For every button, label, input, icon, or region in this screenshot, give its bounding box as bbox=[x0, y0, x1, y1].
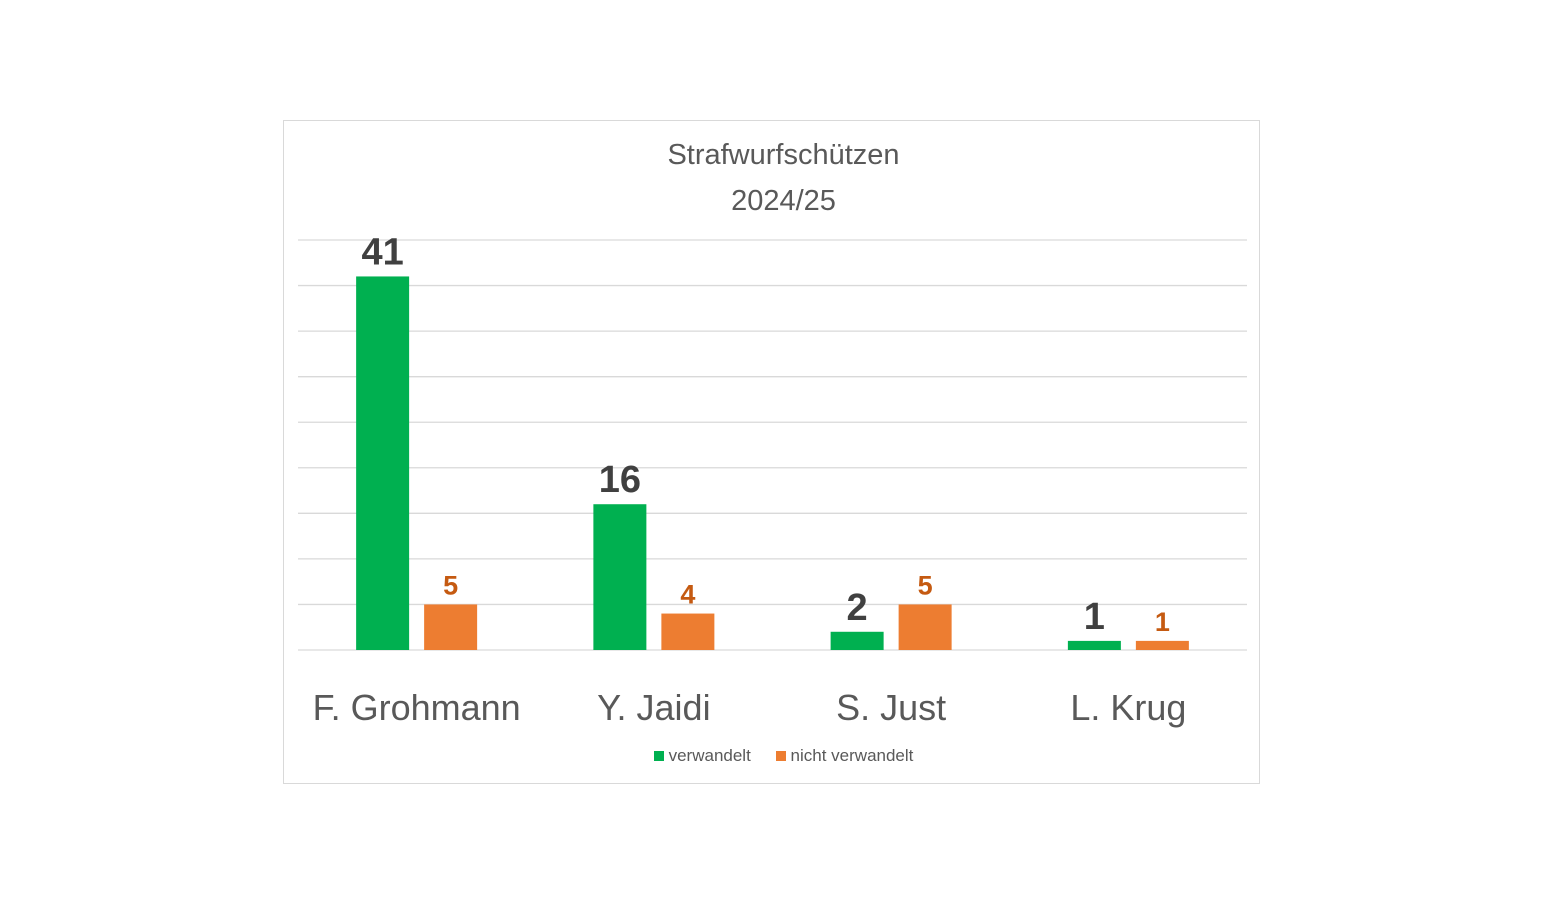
bar-verwandelt bbox=[1067, 640, 1121, 650]
data-label: 41 bbox=[361, 231, 403, 273]
bar-nicht-verwandelt bbox=[1135, 640, 1189, 650]
bar-nicht-verwandelt bbox=[424, 604, 478, 650]
chart-subtitle: 2024/25 bbox=[731, 185, 836, 217]
data-label: 5 bbox=[918, 570, 933, 600]
legend-item-nicht-verwandelt: nicht verwandelt bbox=[775, 746, 914, 766]
legend-swatch-orange bbox=[775, 751, 786, 761]
chart-title: Strafwurfschützen bbox=[667, 139, 900, 171]
category-label: F. Grohmann bbox=[313, 687, 521, 728]
category-label: L. Krug bbox=[1070, 687, 1186, 728]
data-label: 5 bbox=[443, 570, 458, 600]
legend-swatch-green bbox=[653, 751, 664, 761]
data-label: 16 bbox=[599, 459, 641, 501]
chart-frame bbox=[283, 120, 1260, 784]
legend-label: verwandelt bbox=[668, 746, 751, 765]
bar-verwandelt bbox=[356, 276, 410, 650]
legend-label: nicht verwandelt bbox=[790, 746, 914, 765]
data-label: 1 bbox=[1084, 596, 1105, 638]
bar-nicht-verwandelt bbox=[661, 613, 715, 650]
bar-verwandelt bbox=[593, 504, 647, 650]
legend-item-verwandelt: verwandelt bbox=[653, 746, 751, 766]
data-label: 4 bbox=[680, 580, 695, 610]
bar-nicht-verwandelt bbox=[898, 604, 952, 650]
data-label: 2 bbox=[847, 587, 868, 629]
category-label: Y. Jaidi bbox=[597, 687, 710, 728]
category-label: S. Just bbox=[836, 687, 946, 728]
legend: verwandelt nicht verwandelt bbox=[0, 746, 1567, 766]
bar-verwandelt bbox=[830, 631, 884, 650]
data-label: 1 bbox=[1155, 607, 1170, 637]
